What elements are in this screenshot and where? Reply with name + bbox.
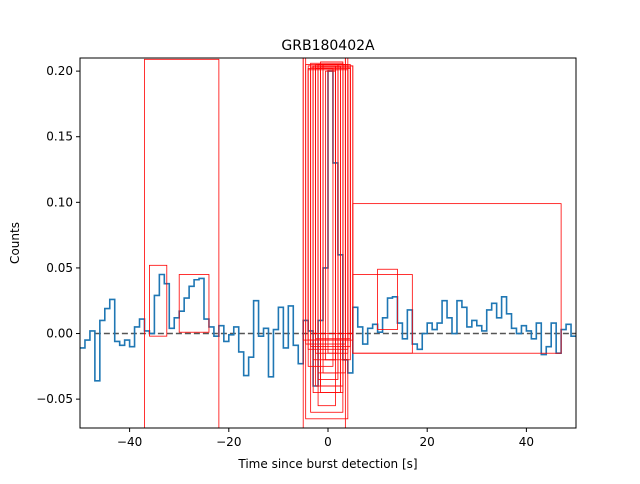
y-tick-label: 0.15 — [46, 130, 73, 144]
x-tick-label: 20 — [420, 435, 435, 449]
x-tick-label: −40 — [117, 435, 142, 449]
detection-box-28 — [315, 68, 351, 340]
y-axis: −0.05 0.00 0.05 0.10 0.15 0.20 — [36, 64, 80, 406]
y-axis-label: Counts — [8, 222, 22, 264]
detection-box-0 — [144, 58, 220, 428]
x-tick-label: 40 — [519, 435, 534, 449]
y-tick-label: −0.05 — [36, 392, 73, 406]
x-axis-label: Time since burst detection [s] — [237, 457, 417, 471]
detection-box-25 — [325, 70, 336, 361]
detection-box-5 — [377, 268, 398, 330]
plot-area — [80, 58, 576, 428]
detection-box-23 — [320, 61, 344, 393]
detection-box-29 — [307, 69, 349, 350]
detection-box-2 — [178, 274, 210, 333]
detection-box-1 — [149, 264, 168, 337]
x-axis: −40 −20 0 20 40 — [117, 428, 534, 449]
y-tick-label: 0.10 — [46, 195, 73, 209]
y-tick-label: 0.05 — [46, 261, 73, 275]
y-tick-label: 0.00 — [46, 327, 73, 341]
x-tick-label: 0 — [324, 435, 332, 449]
chart-title: GRB180402A — [281, 38, 375, 54]
x-tick-label: −20 — [216, 435, 241, 449]
y-tick-label: 0.20 — [46, 64, 73, 78]
detection-box-27 — [312, 65, 354, 334]
